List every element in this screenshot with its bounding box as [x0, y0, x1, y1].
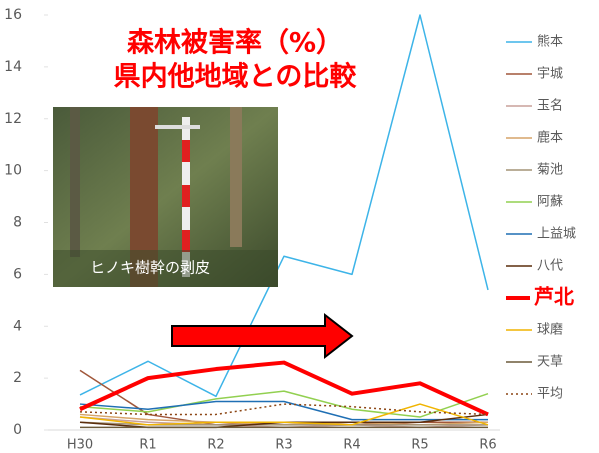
- y-tick-label: 12: [4, 111, 22, 127]
- x-tick-label: R1: [139, 438, 156, 453]
- x-tick-label: R5: [411, 438, 428, 453]
- ruler: [155, 125, 200, 129]
- x-tick-label: R3: [275, 438, 292, 453]
- legend-label: 鹿本: [537, 130, 563, 146]
- trunk: [230, 107, 242, 247]
- y-tick-label: 8: [13, 215, 22, 231]
- series-line: [80, 370, 488, 424]
- chart: 0 2 4 6 8 10 12 14 16 H30 R1 R2 R3 R4 R5 R6 ヒノキ樹幹の剥皮 森林…: [0, 0, 599, 453]
- y-tick-label: 10: [4, 163, 22, 179]
- photo-caption: ヒノキ樹幹の剥皮: [90, 259, 210, 277]
- x-tick-label: R6: [479, 438, 496, 453]
- legend-label: 玉名: [537, 98, 563, 114]
- pole-mark: [182, 185, 190, 207]
- legend-label: 菊池: [537, 163, 563, 178]
- legend-label: 平均: [537, 387, 563, 402]
- legend-label: 八代: [537, 259, 563, 274]
- pole-mark: [182, 230, 190, 252]
- legend-label: 熊本: [537, 34, 563, 50]
- trunk: [70, 107, 80, 257]
- y-tick-label: 4: [13, 318, 22, 334]
- y-tick-label: 14: [4, 59, 22, 75]
- legend-label: 天草: [537, 355, 563, 370]
- legend-label: 阿蘇: [537, 195, 563, 210]
- pole-mark: [182, 140, 190, 162]
- legend-label: 上益城: [537, 227, 576, 242]
- series-line: [80, 391, 488, 417]
- photo: ヒノキ樹幹の剥皮: [53, 107, 278, 287]
- legend-label: 芦北: [534, 285, 574, 309]
- arrow: [172, 315, 352, 357]
- legend-label: 球磨: [537, 323, 563, 338]
- y-tick-label: 6: [13, 266, 22, 282]
- x-tick-label: R2: [207, 438, 224, 453]
- arrow-shape: [172, 315, 352, 357]
- y-tick-label: 2: [13, 370, 22, 386]
- x-tick-label: H30: [67, 438, 93, 453]
- x-tick-label: R4: [343, 438, 360, 453]
- legend-label: 宇城: [537, 67, 563, 82]
- y-tick-label: 0: [13, 422, 22, 438]
- page: 0 2 4 6 8 10 12 14 16 H30 R1 R2 R3 R4 R5 R6 ヒノキ樹幹の剥皮 森林…: [0, 0, 599, 453]
- chart-title: 森林被害率（%）: [127, 27, 343, 59]
- chart-subtitle: 県内他地域との比較: [114, 61, 358, 93]
- y-tick-label: 16: [4, 7, 22, 23]
